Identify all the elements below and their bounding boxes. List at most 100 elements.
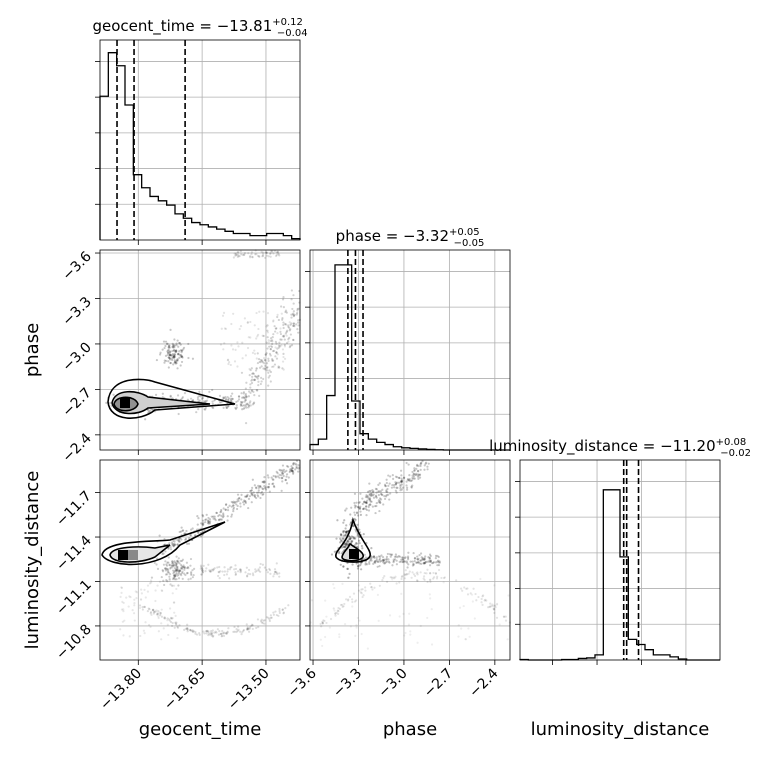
sample-point xyxy=(198,632,201,635)
sample-point xyxy=(288,329,291,332)
sample-point xyxy=(170,357,173,360)
sample-point xyxy=(265,362,269,365)
x-axis-title-phase: phase xyxy=(383,719,437,740)
sample-point xyxy=(256,333,260,336)
sample-point xyxy=(342,521,345,524)
sample-point xyxy=(354,518,357,522)
sample-point xyxy=(191,399,195,402)
sample-point xyxy=(233,625,236,629)
sample-point xyxy=(419,552,423,555)
sample-point xyxy=(250,389,253,392)
sample-point xyxy=(235,406,238,409)
sample-point xyxy=(244,398,247,402)
sample-point xyxy=(358,619,361,622)
sample-point xyxy=(259,496,262,500)
sample-point xyxy=(402,560,406,563)
sample-point xyxy=(236,255,239,258)
sample-point xyxy=(232,506,236,509)
sample-point xyxy=(217,514,220,518)
sample-point xyxy=(379,501,382,504)
sample-point xyxy=(275,254,278,258)
sample-point xyxy=(276,332,279,335)
sample-point xyxy=(264,359,267,362)
sample-point xyxy=(349,537,352,541)
sample-point xyxy=(369,558,372,561)
sample-point xyxy=(412,551,415,555)
sample-point xyxy=(409,630,412,633)
sample-point xyxy=(275,351,278,354)
sample-point xyxy=(173,575,176,578)
sample-point xyxy=(361,595,364,599)
sample-point xyxy=(171,564,174,567)
sample-point xyxy=(155,358,159,362)
sample-point xyxy=(285,473,289,476)
sample-point xyxy=(187,342,190,346)
sample-point xyxy=(267,341,270,344)
sample-point xyxy=(413,560,416,563)
sample-point xyxy=(212,634,215,637)
sample-point xyxy=(248,495,252,498)
sample-point xyxy=(250,381,254,385)
sample-point xyxy=(178,562,181,565)
sample-point xyxy=(282,321,285,324)
sample-point xyxy=(365,501,368,504)
sample-point xyxy=(399,485,402,488)
sample-point xyxy=(495,616,499,619)
sample-point xyxy=(228,504,231,507)
sample-point xyxy=(236,399,239,403)
sample-point xyxy=(425,461,428,464)
sample-point xyxy=(174,621,177,624)
sample-point xyxy=(173,561,177,564)
sample-point xyxy=(378,557,382,560)
sample-point xyxy=(464,638,467,641)
sample-point xyxy=(429,578,432,581)
sample-point xyxy=(257,374,260,377)
sample-point xyxy=(274,330,277,333)
sample-point xyxy=(247,395,250,398)
sample-point xyxy=(274,355,277,358)
sample-point xyxy=(398,560,401,563)
sample-point xyxy=(245,566,248,569)
sample-point xyxy=(344,544,347,547)
sample-point xyxy=(416,573,419,576)
sample-point xyxy=(232,504,235,507)
sample-point xyxy=(282,611,285,614)
sample-point xyxy=(295,466,298,470)
sample-point xyxy=(283,334,286,337)
sample-point xyxy=(361,547,364,550)
sample-point xyxy=(405,480,408,483)
sample-point xyxy=(169,567,172,570)
sample-point xyxy=(388,614,392,617)
sample-point xyxy=(355,505,358,508)
sample-point xyxy=(461,589,464,592)
y-tick-label: −11.1 xyxy=(53,577,95,619)
sample-point xyxy=(296,327,299,331)
sample-point xyxy=(421,558,424,561)
sample-point xyxy=(290,465,293,468)
sample-point xyxy=(278,473,281,476)
sample-point xyxy=(174,351,177,354)
sample-point xyxy=(357,565,360,568)
sample-point xyxy=(242,392,245,395)
sample-point xyxy=(436,564,439,567)
sample-point xyxy=(415,474,418,477)
sample-point xyxy=(189,629,192,632)
sample-point xyxy=(236,504,239,508)
sample-point xyxy=(243,406,246,410)
x-tick-label: −3.6 xyxy=(285,665,320,700)
sample-point xyxy=(343,602,346,606)
sample-point xyxy=(265,352,268,355)
sample-point xyxy=(220,510,223,513)
sample-point xyxy=(240,403,243,407)
sample-point xyxy=(379,492,383,496)
sample-point xyxy=(173,359,176,362)
sample-point xyxy=(150,576,154,579)
sample-point xyxy=(120,591,123,594)
sample-point xyxy=(369,557,373,560)
sample-point xyxy=(263,622,266,625)
sample-point xyxy=(267,376,270,379)
sample-point xyxy=(383,494,386,498)
sample-point xyxy=(285,482,289,485)
sample-point xyxy=(199,535,203,538)
sample-point xyxy=(412,573,416,576)
